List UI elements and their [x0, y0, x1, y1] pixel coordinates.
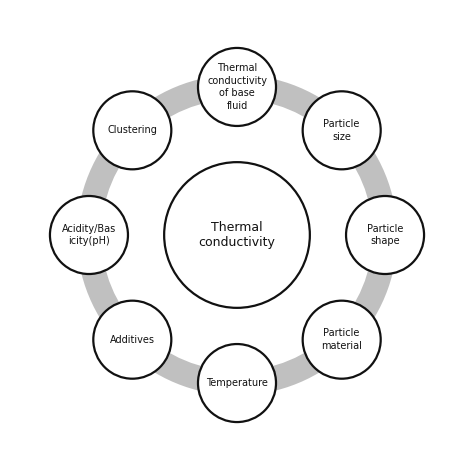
- Text: Thermal
conductivity: Thermal conductivity: [199, 221, 275, 249]
- Text: Thermal
conductivity
of base
fluid: Thermal conductivity of base fluid: [207, 63, 267, 110]
- Circle shape: [93, 301, 171, 379]
- Circle shape: [303, 91, 381, 169]
- Circle shape: [101, 99, 373, 371]
- Circle shape: [198, 48, 276, 126]
- Circle shape: [50, 196, 128, 274]
- Text: Particle
material: Particle material: [321, 329, 362, 351]
- Text: Additives: Additives: [110, 335, 155, 345]
- Text: Clustering: Clustering: [108, 125, 157, 135]
- Text: Particle
size: Particle size: [323, 119, 360, 141]
- Text: Acidity/Bas
icity(pH): Acidity/Bas icity(pH): [62, 224, 116, 246]
- Circle shape: [93, 91, 171, 169]
- Circle shape: [303, 301, 381, 379]
- Circle shape: [346, 196, 424, 274]
- Circle shape: [164, 162, 310, 308]
- Text: Particle
shape: Particle shape: [367, 224, 403, 246]
- Text: Temperature: Temperature: [206, 378, 268, 388]
- Circle shape: [77, 75, 397, 395]
- Circle shape: [198, 344, 276, 422]
